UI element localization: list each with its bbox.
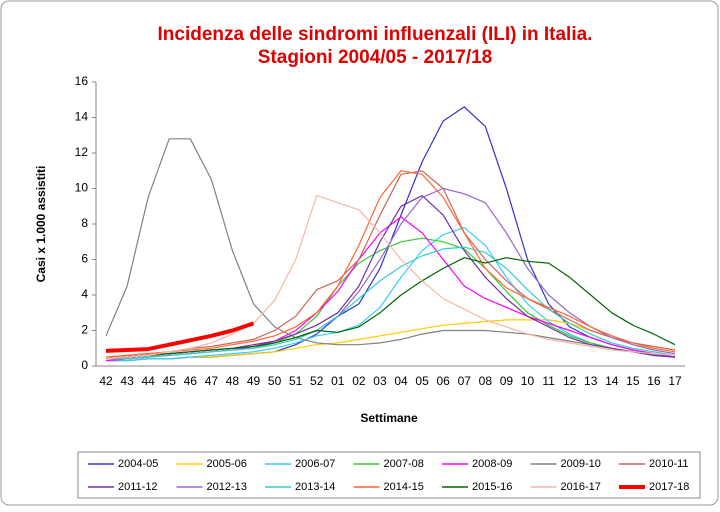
series-line <box>105 138 676 358</box>
series-line <box>105 170 676 358</box>
y-tick-label: 8 <box>81 216 88 230</box>
x-axis-title: Settimane <box>360 411 418 425</box>
series-line <box>105 321 255 353</box>
x-tick-label: 47 <box>205 374 219 388</box>
y-tick-label: 6 <box>81 252 88 266</box>
legend-label: 2012-13 <box>207 481 247 493</box>
x-tick-label: 09 <box>500 374 514 388</box>
x-tick-label: 49 <box>247 374 261 388</box>
x-tick-label: 04 <box>394 374 408 388</box>
x-tick-label: 48 <box>226 374 240 388</box>
x-tick-label: 12 <box>563 374 577 388</box>
y-axis-title: Casi x 1.000 assistiti <box>34 166 48 283</box>
y-tick-label: 2 <box>81 323 88 337</box>
y-tick-label: 16 <box>75 74 89 88</box>
legend-label: 2011-12 <box>118 481 158 493</box>
series-line <box>106 246 676 360</box>
x-tick-label: 02 <box>352 374 366 388</box>
x-tick-label: 13 <box>584 374 598 388</box>
x-tick-label: 08 <box>479 374 493 388</box>
legend-label: 2014-15 <box>384 481 424 493</box>
legend-label: 2017-18 <box>649 481 689 493</box>
series-line <box>106 319 676 362</box>
x-tick-label: 01 <box>331 374 345 388</box>
x-tick-label: 43 <box>120 374 134 388</box>
x-tick-label: 06 <box>437 374 451 388</box>
y-tick-label: 12 <box>75 145 89 159</box>
series-line <box>105 257 676 360</box>
x-tick-label: 14 <box>605 374 619 388</box>
series-line <box>105 195 676 360</box>
legend-label: 2009-10 <box>561 458 601 470</box>
x-tick-label: 15 <box>626 374 640 388</box>
x-tick-label: 44 <box>141 374 155 388</box>
x-tick-label: 03 <box>373 374 387 388</box>
x-tick-label: 42 <box>99 374 113 388</box>
x-tick-label: 46 <box>184 374 198 388</box>
x-tick-label: 51 <box>289 374 303 388</box>
legend-label: 2005-06 <box>207 458 247 470</box>
y-tick-label: 0 <box>81 358 88 372</box>
x-tick-label: 50 <box>268 374 282 388</box>
x-tick-label: 11 <box>542 374 555 388</box>
legend-label: 2007-08 <box>384 458 424 470</box>
x-tick-label: 07 <box>458 374 472 388</box>
series-line <box>106 227 676 362</box>
legend-box <box>77 451 701 499</box>
x-tick-label: 10 <box>521 374 535 388</box>
legend-label: 2015-16 <box>472 481 512 493</box>
legend-label: 2006-07 <box>295 458 335 470</box>
chart-subtitle: Stagioni 2004/05 - 2017/18 <box>258 47 492 68</box>
legend-label: 2008-09 <box>472 458 512 470</box>
legend-label: 2004-05 <box>118 458 158 470</box>
legend-label: 2010-11 <box>649 458 689 470</box>
y-tick-label: 10 <box>75 181 89 195</box>
x-tick-label: 17 <box>668 374 682 388</box>
x-tick-label: 16 <box>647 374 661 388</box>
y-tick-label: 14 <box>75 110 89 124</box>
y-tick-label: 4 <box>81 287 88 301</box>
x-tick-label: 52 <box>310 374 324 388</box>
legend-label: 2013-14 <box>295 481 335 493</box>
series-line <box>105 170 676 358</box>
legend-label: 2016-17 <box>561 481 601 493</box>
x-tick-label: 05 <box>415 374 429 388</box>
x-tick-label: 45 <box>163 374 177 388</box>
chart-title: Incidenza delle sindromi influenzali (IL… <box>158 24 593 45</box>
